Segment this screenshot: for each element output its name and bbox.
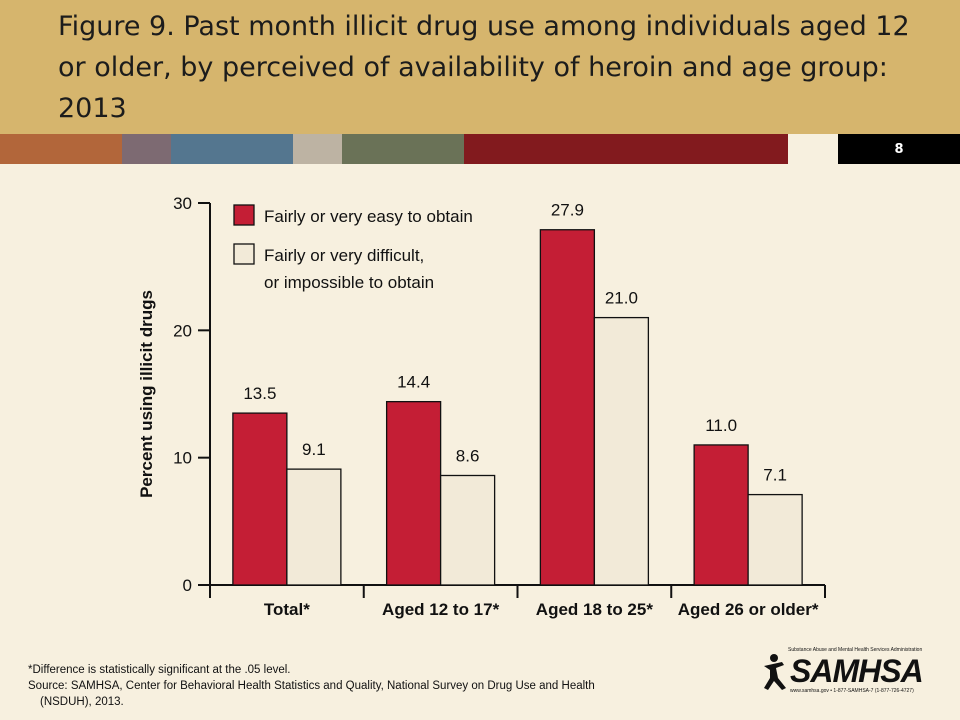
y-tick-label: 20	[173, 321, 192, 340]
logo-agency-text: Substance Abuse and Mental Health Servic…	[788, 647, 923, 653]
logo-wordmark: SAMHSA	[790, 653, 924, 689]
y-tick-label: 10	[173, 449, 192, 468]
bar-difficult	[286, 468, 342, 586]
logo-contact-text: www.samhsa.gov • 1-877-SAMHSA-7 (1-877-7…	[790, 688, 914, 694]
bar-difficult	[439, 474, 496, 586]
y-tick-label: 0	[183, 576, 192, 595]
x-tick-label: Aged 18 to 25*	[536, 600, 654, 619]
data-label: 13.5	[243, 384, 276, 403]
source-note-continued: (NSDUH), 2013.	[40, 696, 124, 708]
data-label: 27.9	[551, 201, 584, 220]
title-band	[0, 0, 960, 134]
y-tick-label: 30	[173, 194, 192, 213]
significance-note: *Difference is statistically significant…	[28, 664, 291, 676]
source-note: Source: SAMHSA, Center for Behavioral He…	[28, 680, 595, 692]
stripe-segment	[342, 134, 464, 164]
bar-easy	[232, 412, 288, 586]
color-stripe	[0, 134, 960, 164]
legend-label-easy: Fairly or very easy to obtain	[264, 207, 473, 226]
footnote: *Difference is statistically significant…	[28, 662, 748, 710]
stripe-segment	[464, 134, 788, 164]
stripe-segment	[122, 134, 171, 164]
data-label: 11.0	[705, 416, 737, 435]
slide-number: 8	[838, 134, 960, 164]
bar-easy	[693, 444, 749, 586]
stripe-segment	[171, 134, 293, 164]
y-axis-title: Percent using illicit drugs	[137, 290, 156, 498]
data-label: 14.4	[397, 373, 430, 392]
legend-swatch-easy	[233, 204, 255, 226]
stripe-segment	[293, 134, 342, 164]
data-label: 9.1	[302, 440, 326, 459]
bar-difficult	[747, 493, 803, 586]
x-tick-label: Total*	[264, 600, 310, 619]
page-title: Figure 9. Past month illicit drug use am…	[58, 11, 910, 124]
bar-easy	[385, 400, 442, 586]
stripe-segment	[0, 134, 122, 164]
legend-label-difficult: Fairly or very difficult,	[264, 246, 424, 265]
stripe-segment	[788, 134, 838, 164]
data-label: 8.6	[456, 446, 480, 465]
data-label: 7.1	[763, 466, 787, 485]
x-tick-label: Aged 26 or older*	[678, 600, 819, 619]
bar-difficult	[593, 316, 650, 586]
legend-label-difficult: or impossible to obtain	[264, 273, 434, 292]
samhsa-logo-icon	[764, 654, 786, 690]
x-tick-label: Aged 12 to 17*	[382, 600, 500, 619]
legend-swatch-difficult	[233, 243, 255, 265]
bar-easy	[539, 229, 596, 586]
data-label: 21.0	[605, 289, 638, 308]
